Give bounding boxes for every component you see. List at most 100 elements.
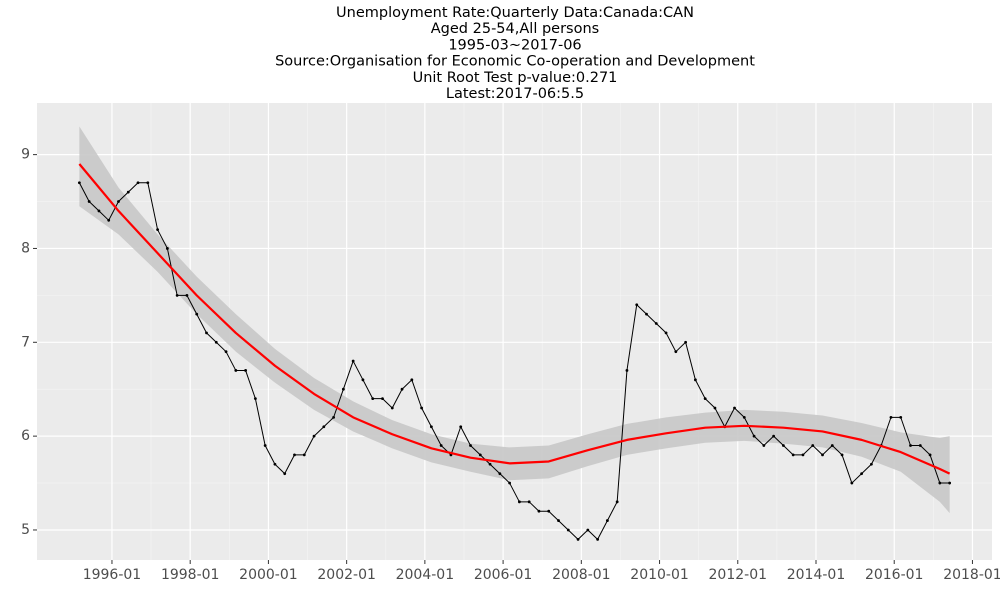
- data-point: [801, 453, 805, 457]
- data-point: [312, 434, 316, 438]
- data-point: [381, 397, 384, 400]
- x-tick-label: 2008-01: [552, 567, 611, 583]
- data-point: [400, 387, 404, 391]
- data-point: [214, 340, 218, 344]
- data-point: [830, 444, 834, 447]
- data-point: [860, 472, 864, 476]
- confidence-band: [79, 126, 950, 514]
- data-point: [605, 519, 609, 522]
- data-point: [713, 406, 717, 410]
- x-tick-label: 2014-01: [787, 567, 846, 583]
- x-tick-label: 2012-01: [709, 567, 768, 583]
- data-point: [117, 200, 120, 203]
- y-tick-label: 7: [21, 334, 30, 350]
- data-point: [576, 537, 580, 541]
- data-point: [165, 247, 169, 250]
- data-point: [781, 444, 785, 447]
- data-point: [244, 369, 248, 372]
- data-point: [625, 369, 629, 372]
- data-point: [938, 481, 942, 485]
- data-line: [78, 182, 950, 540]
- data-point: [909, 444, 912, 447]
- x-tick-label: 2016-01: [865, 567, 924, 583]
- data-point: [175, 293, 179, 297]
- data-point: [928, 453, 932, 457]
- data-point: [234, 369, 238, 372]
- data-point: [557, 519, 560, 522]
- data-point: [811, 444, 815, 447]
- x-tick-label: 2002-01: [317, 567, 376, 583]
- data-point: [420, 406, 424, 410]
- data-point: [469, 444, 472, 447]
- data-point: [586, 528, 590, 532]
- data-point: [517, 500, 521, 504]
- chart-title: Unemployment Rate:Quarterly Data:Canada:…: [336, 5, 694, 21]
- data-point: [97, 209, 101, 213]
- data-point: [537, 509, 541, 513]
- data-point: [596, 537, 600, 541]
- data-point: [390, 406, 394, 410]
- data-point: [322, 425, 326, 429]
- data-point: [371, 397, 375, 400]
- data-point: [615, 500, 619, 504]
- data-point: [126, 190, 130, 194]
- data-point: [478, 453, 482, 457]
- x-tick-label: 1998-01: [161, 567, 220, 583]
- data-point: [918, 444, 922, 447]
- x-tick-label: 2010-01: [630, 567, 689, 583]
- data-point: [566, 528, 570, 532]
- data-point: [654, 322, 658, 325]
- data-point: [253, 397, 257, 400]
- data-point: [840, 453, 844, 457]
- data-point: [870, 462, 873, 466]
- data-point: [459, 425, 463, 429]
- plot-background: [37, 103, 992, 560]
- smooth-line: [78, 163, 951, 475]
- data-point: [195, 312, 199, 316]
- data-point: [185, 293, 189, 297]
- x-tick-label: 2006-01: [474, 567, 533, 583]
- data-point: [899, 415, 903, 419]
- data-point: [77, 181, 81, 185]
- data-point: [850, 481, 854, 485]
- data-point: [821, 453, 824, 457]
- data-point: [508, 481, 512, 485]
- data-point: [547, 509, 551, 513]
- data-point: [693, 378, 697, 382]
- chart-title: Unit Root Test p-value:0.271: [413, 70, 618, 86]
- data-point: [293, 453, 296, 457]
- chart-title: Aged 25-54,All persons: [431, 21, 599, 37]
- data-point: [341, 387, 345, 391]
- data-point: [87, 200, 91, 203]
- chart-title: Latest:2017-06:5.5: [446, 86, 584, 102]
- data-point: [752, 434, 756, 438]
- data-point: [302, 453, 306, 457]
- data-point: [645, 312, 648, 316]
- data-point: [439, 444, 443, 447]
- data-point: [146, 181, 150, 185]
- data-point: [664, 331, 668, 335]
- data-point: [762, 444, 766, 447]
- data-point: [205, 331, 208, 335]
- y-tick-label: 8: [21, 240, 30, 256]
- data-point: [332, 415, 336, 419]
- data-point: [498, 472, 502, 476]
- data-point: [772, 434, 776, 438]
- x-tick-label: 2018-01: [943, 567, 1000, 583]
- data-point: [684, 340, 688, 344]
- data-point: [488, 462, 492, 466]
- data-point: [351, 359, 355, 363]
- data-point: [791, 453, 795, 457]
- data-point: [107, 218, 111, 222]
- data-point: [703, 397, 707, 400]
- data-point: [635, 303, 639, 307]
- data-point: [361, 378, 365, 382]
- y-tick-label: 6: [21, 428, 30, 444]
- chart-title: Source:Organisation for Economic Co-oper…: [275, 54, 755, 70]
- data-point: [410, 378, 414, 382]
- x-tick-label: 2004-01: [396, 567, 455, 583]
- y-tick-label: 5: [21, 522, 30, 538]
- data-point: [733, 406, 736, 410]
- data-point: [283, 472, 287, 476]
